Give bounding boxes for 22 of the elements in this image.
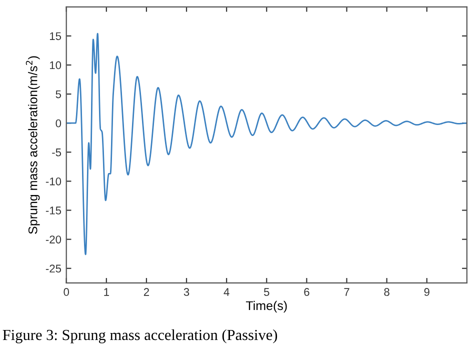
y-tick-label: -15 <box>46 206 62 214</box>
x-axis-title: Time(s) <box>246 300 287 313</box>
x-tick-label: 5 <box>264 288 270 296</box>
x-tick-label: 2 <box>144 288 149 296</box>
y-tick-label: -20 <box>46 236 62 244</box>
x-tick-label: 1 <box>104 288 109 296</box>
x-tick-label: 3 <box>184 288 190 296</box>
y-tick-label: 5 <box>56 90 62 98</box>
x-tick-label: 0 <box>64 288 70 296</box>
y-tick-label: 15 <box>50 32 62 40</box>
x-tick-label: 8 <box>384 288 390 296</box>
y-tick-label: 10 <box>50 61 62 70</box>
y-tick-label: 0 <box>56 119 62 128</box>
y-axis-title: Sprung mass acceleration(m/s$^{2}$) <box>26 56 40 234</box>
x-tick-label: 6 <box>304 288 310 296</box>
y-tick-label: -25 <box>46 264 62 273</box>
x-tick-label: 9 <box>424 288 430 296</box>
x-tick-label: 4 <box>224 288 230 296</box>
y-tick-label: -5 <box>52 148 62 156</box>
x-tick-label: 7 <box>344 288 350 296</box>
caption: Figure 3: Sprung mass acceleration (Passive) <box>2 329 278 344</box>
y-tick-label: -10 <box>46 177 62 186</box>
